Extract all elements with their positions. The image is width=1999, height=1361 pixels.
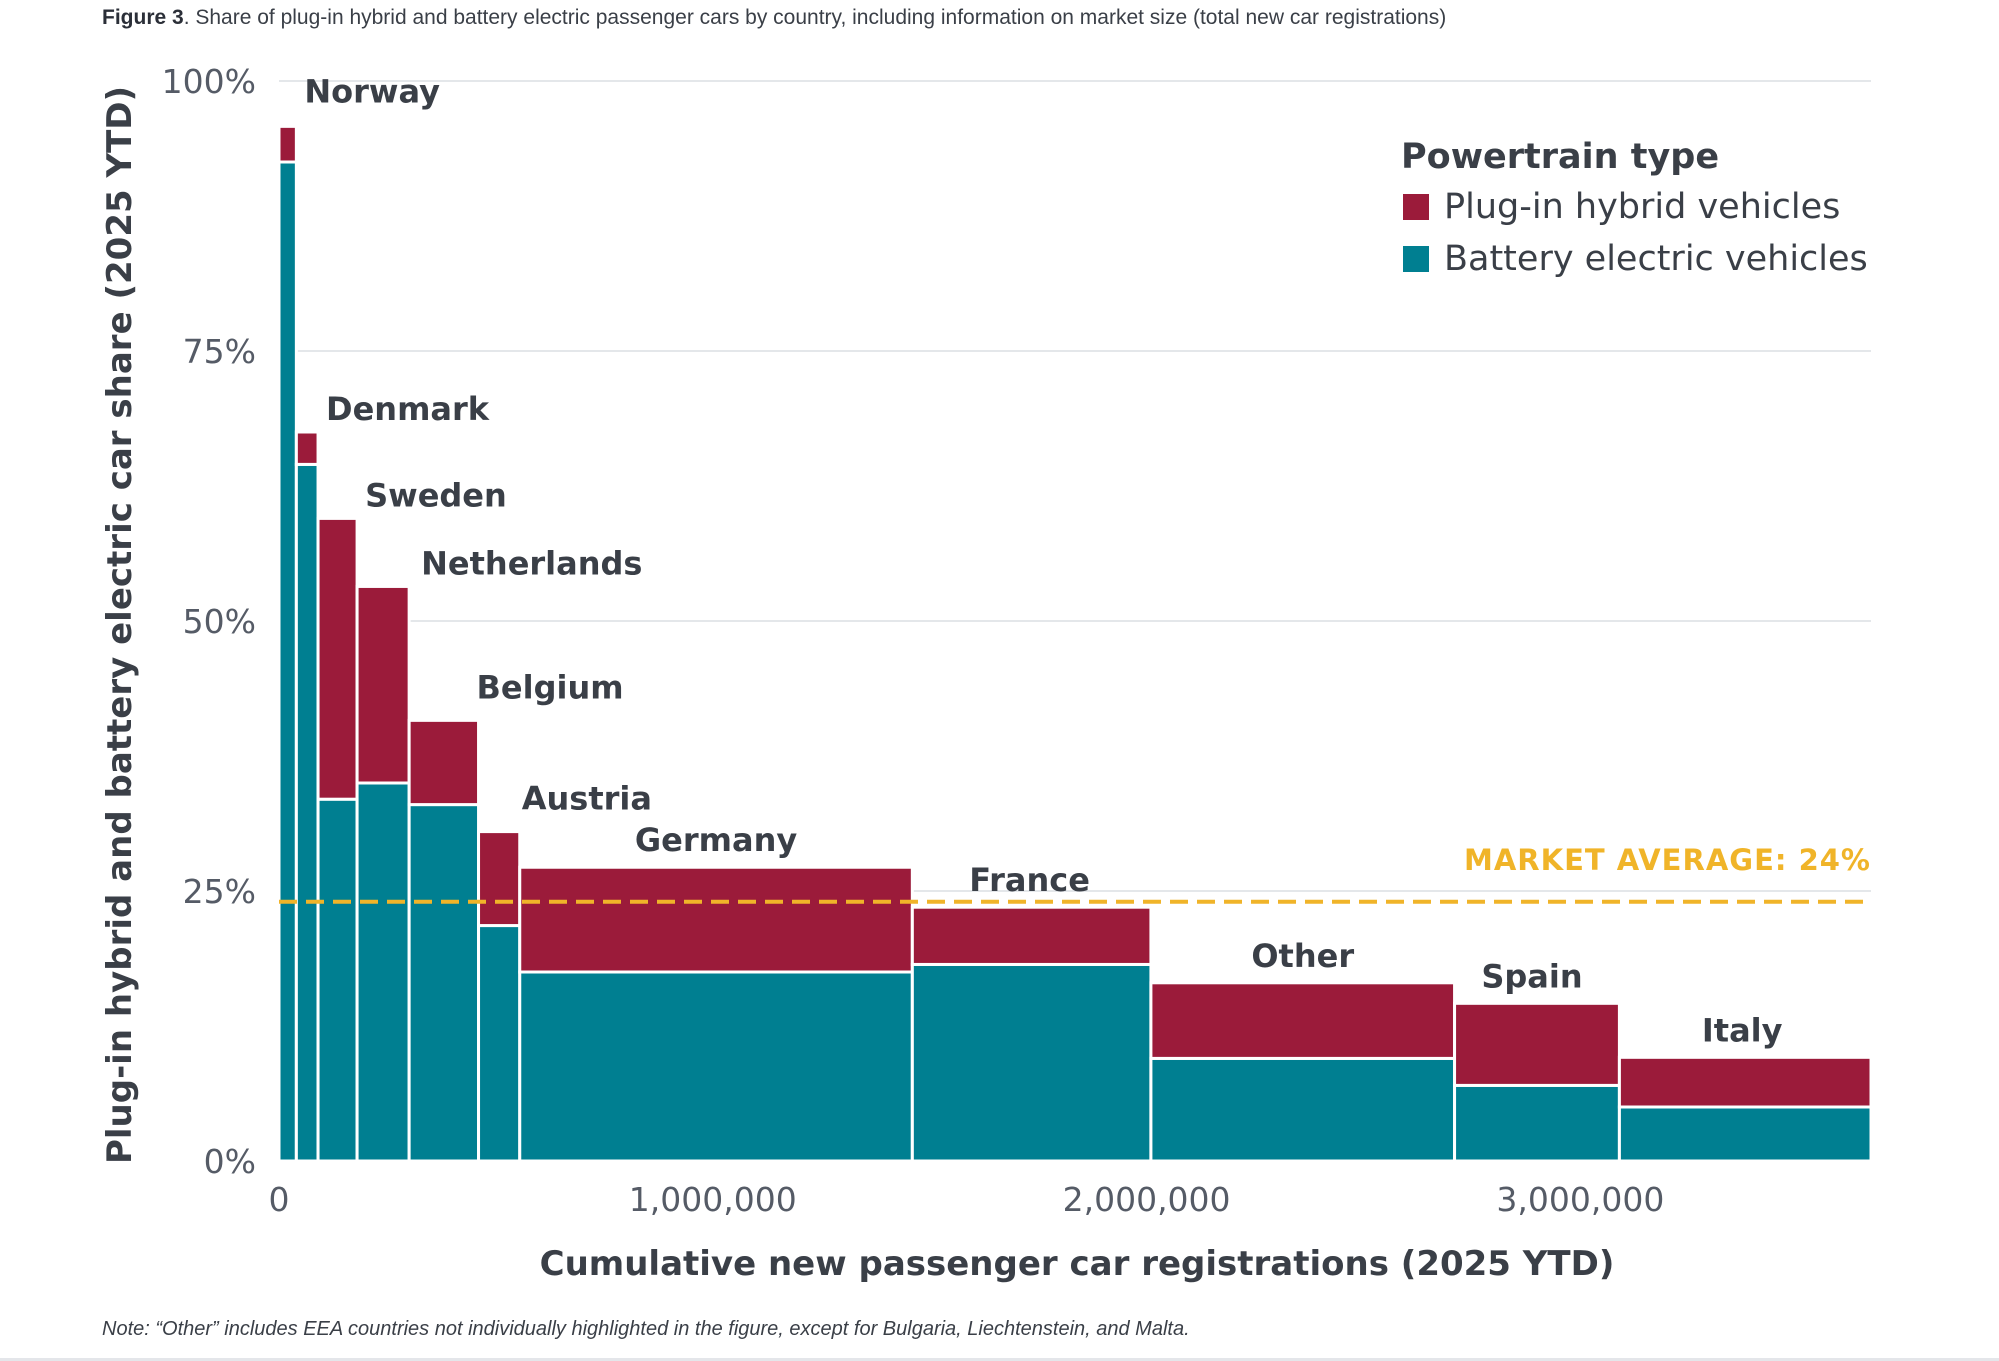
country-label-italy: Italy: [1702, 1011, 1783, 1049]
bar-phev-austria: [477, 830, 522, 928]
x-axis-title: Cumulative new passenger car registratio…: [540, 1244, 1615, 1284]
bar-bev-netherlands: [355, 781, 411, 1163]
bar-phev-other: [1149, 981, 1457, 1060]
bar-bev-germany: [518, 970, 914, 1163]
bar-bev-norway: [277, 160, 298, 1163]
y-tick-label: 100%: [162, 62, 256, 101]
legend-title: Powertrain type: [1401, 137, 1719, 177]
x-tick-label: 2,000,000: [1063, 1180, 1231, 1219]
bar-bev-spain: [1453, 1083, 1621, 1163]
country-label-spain: Spain: [1481, 957, 1582, 995]
figure-caption-text: . Share of plug-in hybrid and battery el…: [183, 6, 1447, 29]
figure-note: Note: “Other” includes EEA countries not…: [102, 1318, 1190, 1340]
country-label-netherlands: Netherlands: [421, 544, 642, 582]
bar-bev-other: [1149, 1056, 1457, 1163]
x-tick-label: 1,000,000: [629, 1180, 797, 1219]
legend-swatch-bev: [1403, 246, 1429, 272]
legend: Powertrain type Plug-in hybrid vehicles …: [1401, 137, 1868, 279]
bar-bev-denmark: [294, 462, 320, 1163]
bar-phev-norway: [277, 124, 298, 164]
legend-swatch-phev: [1403, 194, 1429, 220]
legend-label-bev: Battery electric vehicles: [1444, 239, 1868, 279]
figure-label: Figure 3: [102, 6, 184, 29]
bar-phev-netherlands: [355, 584, 411, 785]
market-average-label: MARKET AVERAGE: 24%: [1464, 843, 1871, 877]
x-tick-label: 3,000,000: [1496, 1180, 1664, 1219]
bar-phev-belgium: [407, 718, 481, 807]
bar-phev-italy: [1617, 1055, 1873, 1109]
y-tick-label: 50%: [183, 602, 256, 641]
y-axis-ticks: 0% 25% 50% 75% 100%: [162, 62, 256, 1181]
country-label-sweden: Sweden: [365, 476, 507, 514]
bar-phev-denmark: [294, 430, 320, 466]
bar-bev-austria: [477, 924, 522, 1163]
country-labels: Norway Denmark Sweden Netherlands Belgium Aus…: [304, 72, 1782, 1049]
y-tick-label: 75%: [183, 332, 256, 371]
bar-phev-france: [910, 905, 1153, 966]
country-label-austria: Austria: [522, 780, 652, 818]
y-tick-label: 0%: [204, 1142, 256, 1181]
x-tick-label: 0: [269, 1180, 290, 1219]
country-label-denmark: Denmark: [326, 390, 490, 428]
figure-caption: Figure 3. Share of plug-in hybrid and ba…: [102, 6, 1446, 30]
bars-group: [277, 124, 1873, 1163]
market-average-line: MARKET AVERAGE: 24%: [279, 843, 1871, 904]
bar-phev-germany: [518, 865, 914, 974]
country-label-france: France: [969, 861, 1090, 899]
country-label-other: Other: [1251, 937, 1354, 975]
bar-phev-sweden: [316, 516, 359, 801]
bar-phev-spain: [1453, 1001, 1621, 1087]
bar-bev-sweden: [316, 797, 359, 1163]
bar-bev-belgium: [407, 803, 481, 1163]
country-label-norway: Norway: [304, 72, 440, 110]
y-tick-label: 25%: [183, 872, 256, 911]
bar-bev-italy: [1617, 1105, 1873, 1163]
country-label-belgium: Belgium: [477, 668, 624, 706]
country-label-germany: Germany: [635, 821, 797, 859]
bottom-divider: [0, 1358, 1999, 1361]
x-axis-ticks: 0 1,000,000 2,000,000 3,000,000: [269, 1180, 1665, 1219]
y-axis-title: Plug-in hybrid and battery electric car …: [100, 86, 140, 1164]
bar-bev-france: [910, 962, 1153, 1163]
legend-label-phev: Plug-in hybrid vehicles: [1444, 187, 1840, 227]
